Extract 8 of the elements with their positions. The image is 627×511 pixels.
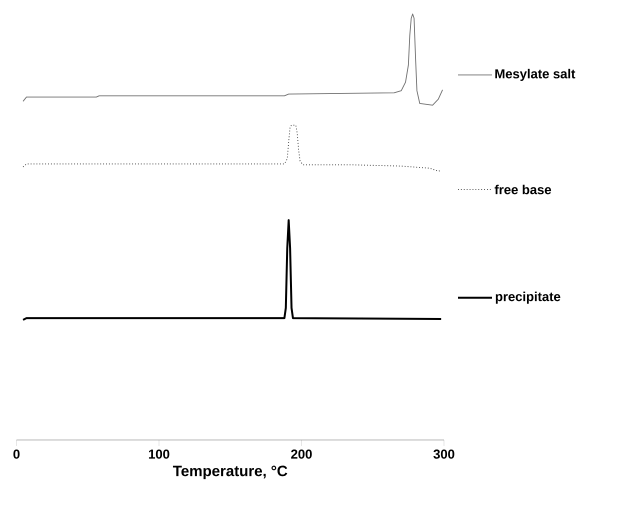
x-tick-label: 300: [433, 450, 454, 459]
x-tick-label: 0: [13, 450, 20, 459]
legend-label: precipitate: [496, 292, 560, 304]
x-tick-label: 100: [148, 450, 170, 459]
x-tick-label: 200: [291, 450, 312, 459]
x-axis-title: Temperature, °C: [172, 466, 288, 480]
legend-label: Mesylate salt: [495, 68, 576, 81]
legend-label: free base: [494, 184, 552, 194]
